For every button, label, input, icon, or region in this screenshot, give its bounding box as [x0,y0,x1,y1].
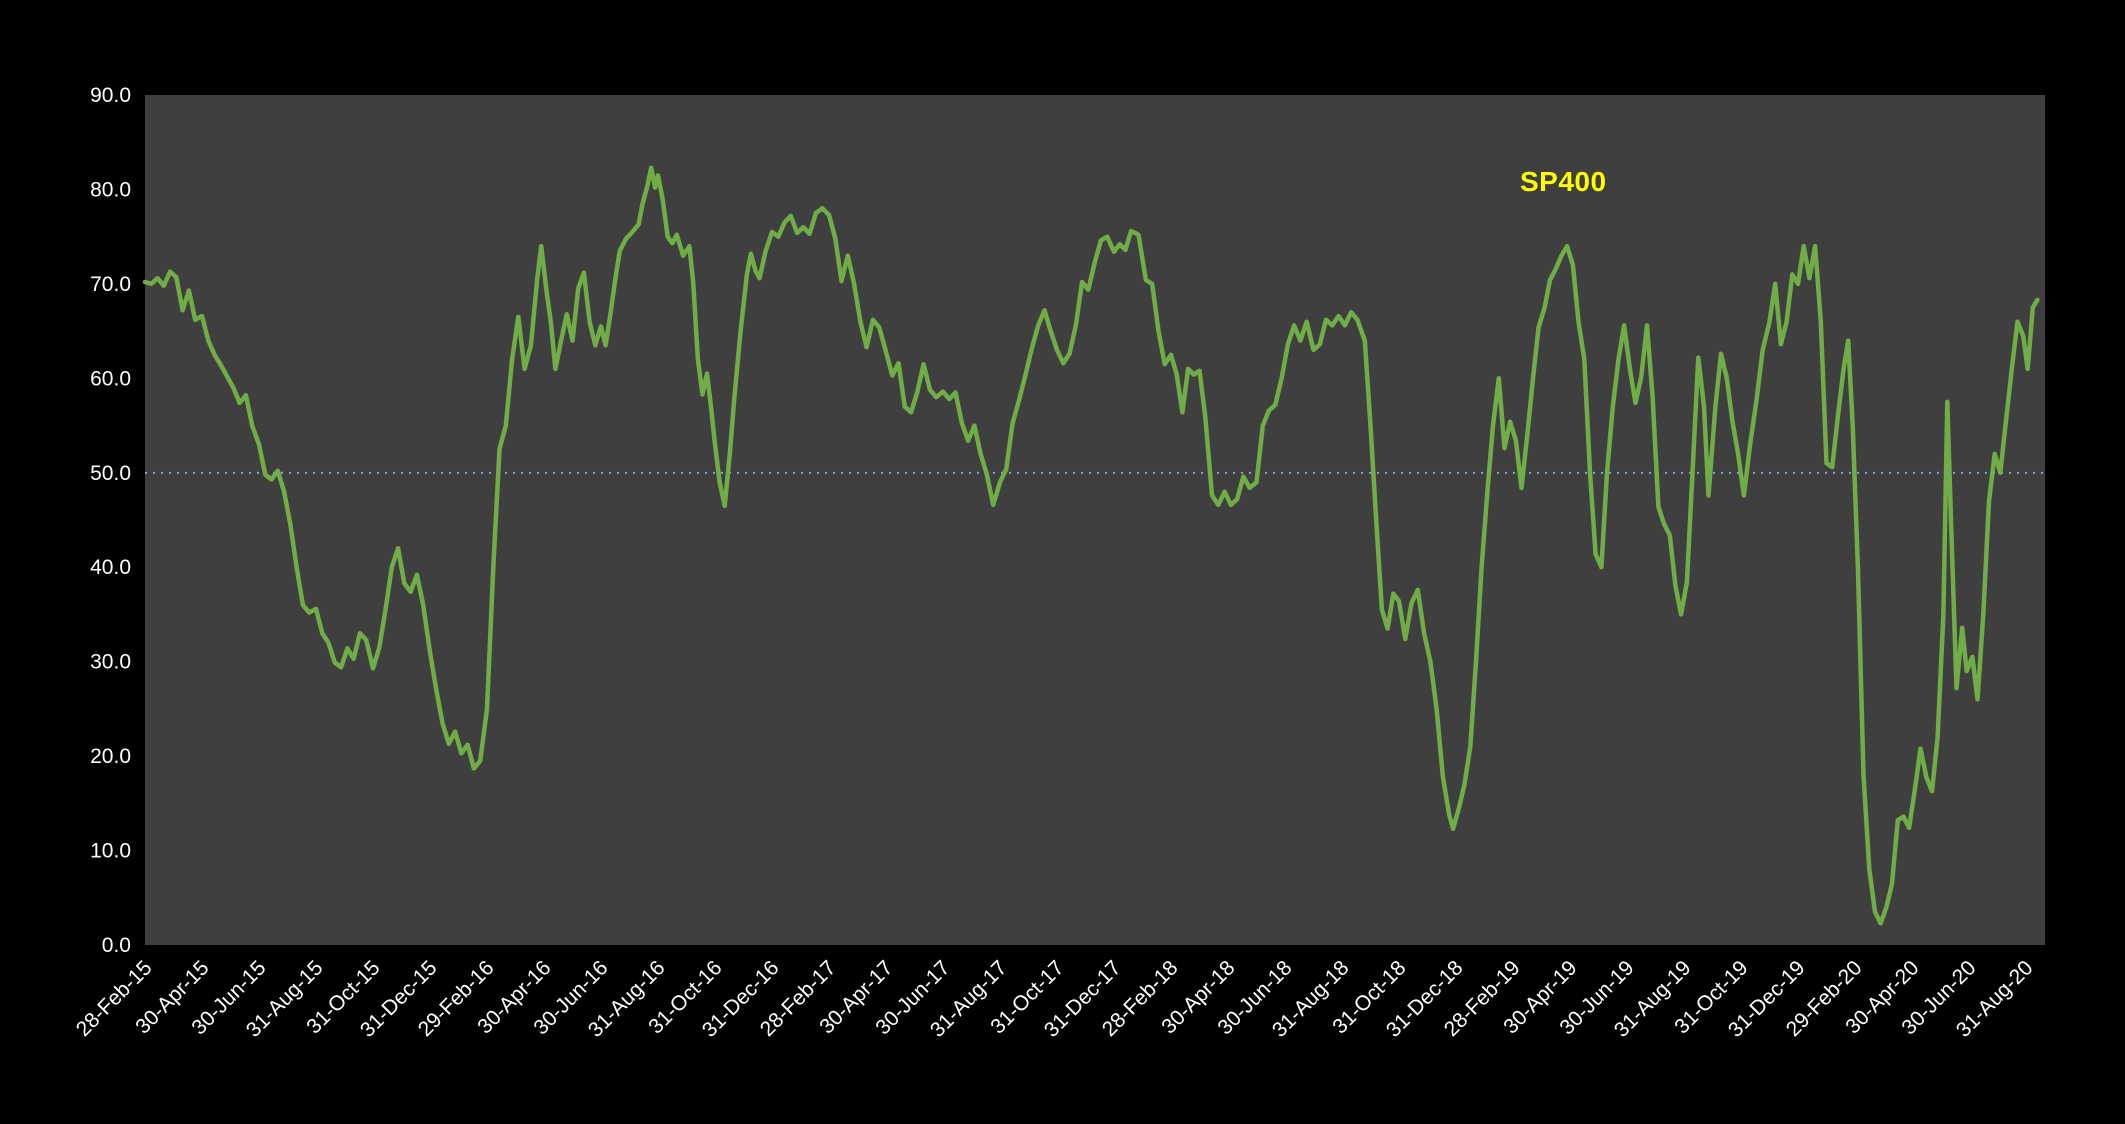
y-axis-tick-label: 90.0 [90,84,131,107]
y-axis-tick-label: 0.0 [102,934,131,957]
y-axis-tick-label: 50.0 [90,462,131,485]
y-axis-tick-label: 10.0 [90,840,131,863]
series-label: SP400 [1520,166,1607,197]
plot-area [145,95,2045,945]
y-axis-tick-label: 40.0 [90,556,131,579]
y-axis-tick-label: 30.0 [90,651,131,674]
y-axis-tick-label: 70.0 [90,273,131,296]
y-axis-tick-label: 80.0 [90,178,131,201]
y-axis-tick-label: 20.0 [90,745,131,768]
series-line-sp400 [142,165,2040,926]
y-axis-tick-label: 60.0 [90,367,131,390]
